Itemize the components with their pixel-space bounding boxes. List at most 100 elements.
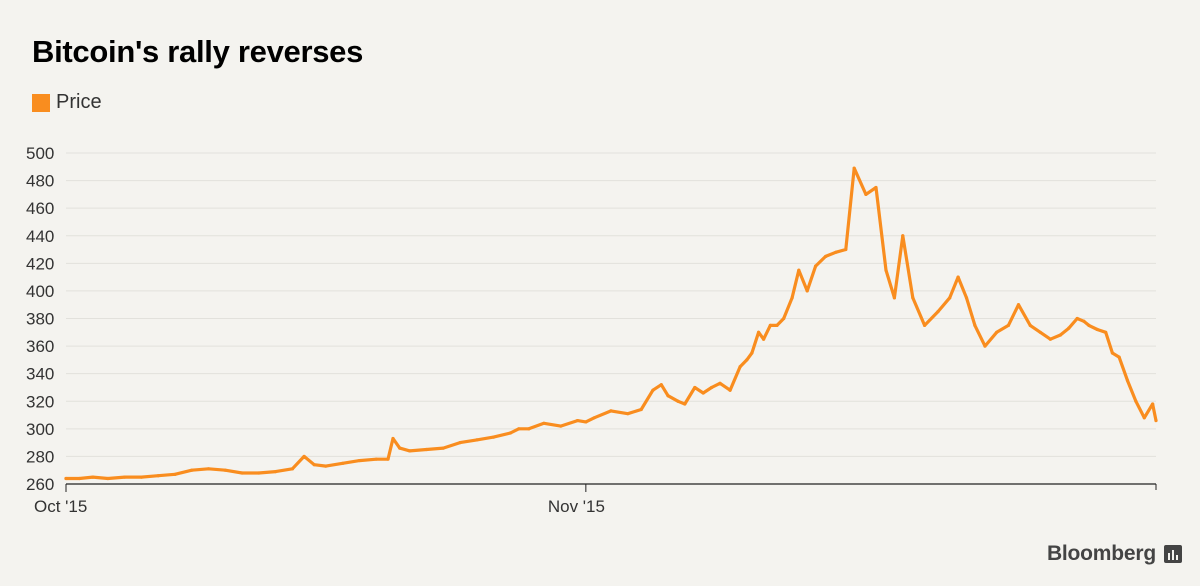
data-point-17 [324,464,328,468]
data-point-43 [666,394,670,398]
data-point-71 [901,234,905,238]
data-point-44 [676,399,680,403]
data-point-14 [290,467,294,471]
y-tick-label-500: 500 [26,144,54,163]
data-point-33 [542,421,546,425]
data-point-38 [609,409,613,413]
data-point-54 [756,330,761,334]
data-point-11 [240,471,244,475]
x-tick-label-1: Nov '15 [548,497,605,516]
data-point-66 [852,166,856,170]
data-point-85 [1048,337,1052,341]
data-point-24 [408,449,412,453]
data-point-27 [458,441,462,445]
y-tick-label-260: 260 [26,475,54,494]
data-point-9 [206,467,211,471]
data-point-20 [374,457,378,461]
data-point-58 [782,316,786,321]
data-point-94 [1117,355,1121,359]
y-tick-label-320: 320 [26,392,54,411]
data-point-40 [639,407,643,412]
data-point-28 [475,438,479,442]
data-point-77 [964,296,969,300]
data-point-69 [884,268,888,272]
data-point-55 [762,337,766,341]
data-point-67 [864,192,868,196]
data-point-32 [527,427,531,431]
data-point-79 [983,344,987,348]
data-point-89 [1082,319,1086,323]
data-point-93 [1110,351,1114,355]
data-point-96 [1134,399,1138,403]
data-point-56 [768,323,772,327]
y-tick-label-400: 400 [26,282,54,301]
data-point-87 [1067,326,1071,330]
data-point-36 [584,420,588,424]
y-tick-label-460: 460 [26,199,54,218]
y-tick-label-480: 480 [26,172,54,191]
legend-swatch-price [32,93,50,112]
x-tick-label-0: Oct '15 [34,497,87,516]
data-point-60 [797,268,801,272]
data-point-34 [559,424,563,428]
data-point-23 [398,446,402,450]
data-point-74 [936,310,940,314]
data-point-61 [805,289,809,293]
data-point-82 [1016,303,1021,307]
data-point-78 [973,323,977,327]
legend-label-price: Price [56,91,102,113]
legend: Price [32,91,102,114]
data-point-2 [91,475,95,479]
data-point-29 [492,435,496,439]
data-point-19 [357,458,362,463]
data-point-3 [106,476,110,481]
data-point-52 [745,358,749,362]
y-tick-label-420: 420 [26,254,54,273]
data-point-49 [718,381,722,385]
y-tick-label-300: 300 [26,420,54,439]
y-tick-label-340: 340 [26,365,54,384]
data-point-73 [922,323,927,327]
data-point-97 [1142,416,1146,420]
data-point-10 [223,468,227,472]
data-point-63 [824,254,828,259]
bloomberg-chart-icon [1164,545,1182,563]
data-point-59 [790,296,794,300]
data-point-25 [424,447,429,452]
y-tick-label-380: 380 [26,310,54,329]
data-point-51 [738,365,742,369]
data-point-65 [844,247,848,252]
data-point-35 [575,418,580,423]
data-point-12 [257,471,261,475]
chart-title: Bitcoin's rally reverses [32,34,364,69]
data-point-15 [302,454,306,459]
data-point-70 [892,296,897,300]
data-point-0 [64,476,68,481]
data-point-48 [710,385,714,390]
y-tick-label-280: 280 [26,447,54,466]
data-point-41 [651,388,655,392]
data-point-31 [517,427,521,431]
y-tick-label-440: 440 [26,227,54,246]
data-point-98 [1151,402,1155,406]
data-point-4 [123,475,127,479]
data-point-75 [948,296,952,300]
data-point-57 [775,323,779,327]
data-point-68 [874,185,878,190]
data-point-88 [1075,316,1079,321]
data-point-22 [391,436,395,441]
data-point-39 [626,412,630,416]
data-point-84 [1038,330,1042,334]
data-point-37 [592,416,596,420]
data-point-8 [190,468,194,472]
data-point-5 [139,475,144,479]
data-point-50 [728,388,732,392]
data-point-62 [813,264,818,268]
data-point-7 [173,472,177,476]
data-point-53 [750,351,754,355]
data-point-72 [911,296,915,300]
data-point-86 [1058,333,1063,337]
data-point-26 [441,446,445,450]
data-point-45 [683,402,687,406]
